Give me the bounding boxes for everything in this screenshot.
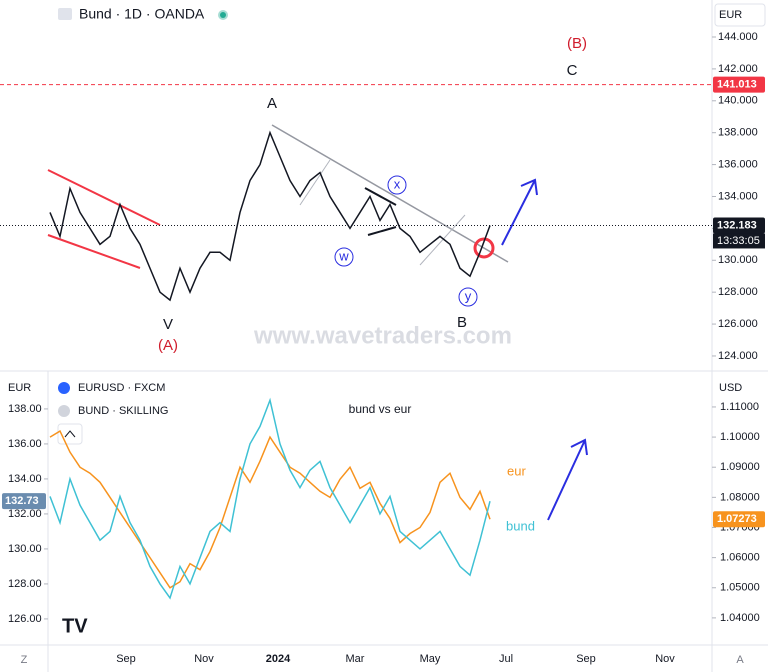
y-tick-label: 124.000 [718, 350, 758, 362]
x-tick-label: Nov [194, 653, 214, 665]
wave-label: B [457, 314, 467, 331]
last-value-tag [2, 493, 46, 510]
legend-icon [58, 405, 70, 417]
y-tick-label: 134.000 [718, 190, 758, 202]
x-tick-label: 2024 [266, 653, 291, 665]
y-tick-label: 144.000 [718, 31, 758, 43]
logo: TV [62, 615, 88, 637]
y-tick-label: 128.00 [8, 578, 42, 590]
last-value-label: 132.73 [5, 495, 39, 507]
last-value-tag [713, 511, 765, 528]
x-tick-label: Mar [346, 653, 365, 665]
trend-line [47, 234, 141, 269]
last-value-label: 1.07273 [717, 513, 757, 525]
countdown: 13:33:05 [717, 235, 760, 247]
wave-label: V [163, 316, 173, 333]
channel-line [299, 159, 331, 206]
legend-entry[interactable]: EURUSD · FXCM [78, 382, 165, 394]
wave-circle [387, 175, 407, 195]
y2-tick-label: 1.06000 [720, 552, 760, 564]
y-unit[interactable]: EUR [8, 382, 31, 394]
y-tick-label: 130.00 [8, 543, 42, 555]
y2-tick-label: 1.08000 [720, 491, 760, 503]
highlight-circle [473, 237, 495, 259]
y-tick-label: 136.00 [8, 438, 42, 450]
x-tick-label: Jul [499, 653, 513, 665]
y-tick-label: 128.000 [718, 286, 758, 298]
y-tick-label: 132.00 [8, 508, 42, 520]
triangle-line [367, 226, 397, 236]
y-tick-label: 126.000 [718, 318, 758, 330]
price-tag [713, 76, 765, 93]
trend-line [271, 124, 509, 263]
series-label: eur [507, 463, 526, 478]
y-tick-label: 130.000 [718, 254, 758, 266]
wave-label: C [567, 62, 578, 79]
wave-label: (B) [567, 35, 587, 52]
wave-label: A [267, 95, 277, 112]
y-tick-label: 126.00 [8, 613, 42, 625]
series-line [49, 130, 491, 302]
arrow [547, 438, 588, 521]
triangle-line [364, 187, 397, 206]
status-dot [220, 12, 226, 18]
x-tick-label: Nov [655, 653, 675, 665]
y-tick-label: 138.000 [718, 127, 758, 139]
y2-tick-label: 1.11000 [720, 401, 759, 413]
pane-title: bund vs eur [349, 402, 412, 416]
y2-tick-label: 1.10000 [720, 431, 760, 443]
y2-tick-label: 1.05000 [720, 582, 760, 594]
y-tick-label: 136.000 [718, 158, 758, 170]
channel-line [419, 214, 466, 266]
y-tick-label: 142.000 [718, 63, 758, 75]
y2-tick-label: 1.04000 [720, 612, 760, 624]
y2-unit[interactable]: USD [719, 382, 742, 394]
price-tag-label: 141.013 [717, 79, 757, 91]
chart-title[interactable]: Bund · 1D · OANDA [79, 6, 205, 22]
legend-entry[interactable]: BUND · SKILLING [78, 405, 168, 417]
wave-label: (A) [158, 337, 178, 354]
arrow [501, 178, 538, 246]
y-tick-label: 140.000 [718, 95, 758, 107]
toolbar-button[interactable]: A [736, 654, 744, 666]
price-tag [713, 217, 765, 234]
countdown-tag [713, 233, 765, 249]
wave-label: y [465, 288, 472, 303]
series-line [49, 397, 491, 600]
series-label: bund [506, 518, 535, 533]
x-tick-label: Sep [116, 653, 136, 665]
wave-circle [458, 287, 478, 307]
chevron [64, 430, 76, 438]
y2-tick-label: 1.09000 [720, 461, 760, 473]
price-tag-label: 132.183 [717, 219, 757, 231]
watermark: www.wavetraders.com [253, 322, 512, 349]
currency[interactable]: EUR [719, 9, 742, 21]
y-tick-label: 138.00 [8, 403, 42, 415]
trend-line [47, 169, 161, 226]
y-tick-label: 134.00 [8, 473, 42, 485]
toolbar-button[interactable]: Z [21, 654, 28, 666]
series-line [49, 429, 491, 589]
wave-circle [334, 247, 354, 267]
legend-icon [58, 382, 70, 394]
wave-label: x [394, 176, 401, 191]
wave-label: w [338, 248, 349, 263]
x-tick-label: Sep [576, 653, 596, 665]
currency-button[interactable] [714, 3, 766, 27]
symbol-icon [58, 8, 72, 20]
x-tick-label: May [420, 653, 441, 665]
